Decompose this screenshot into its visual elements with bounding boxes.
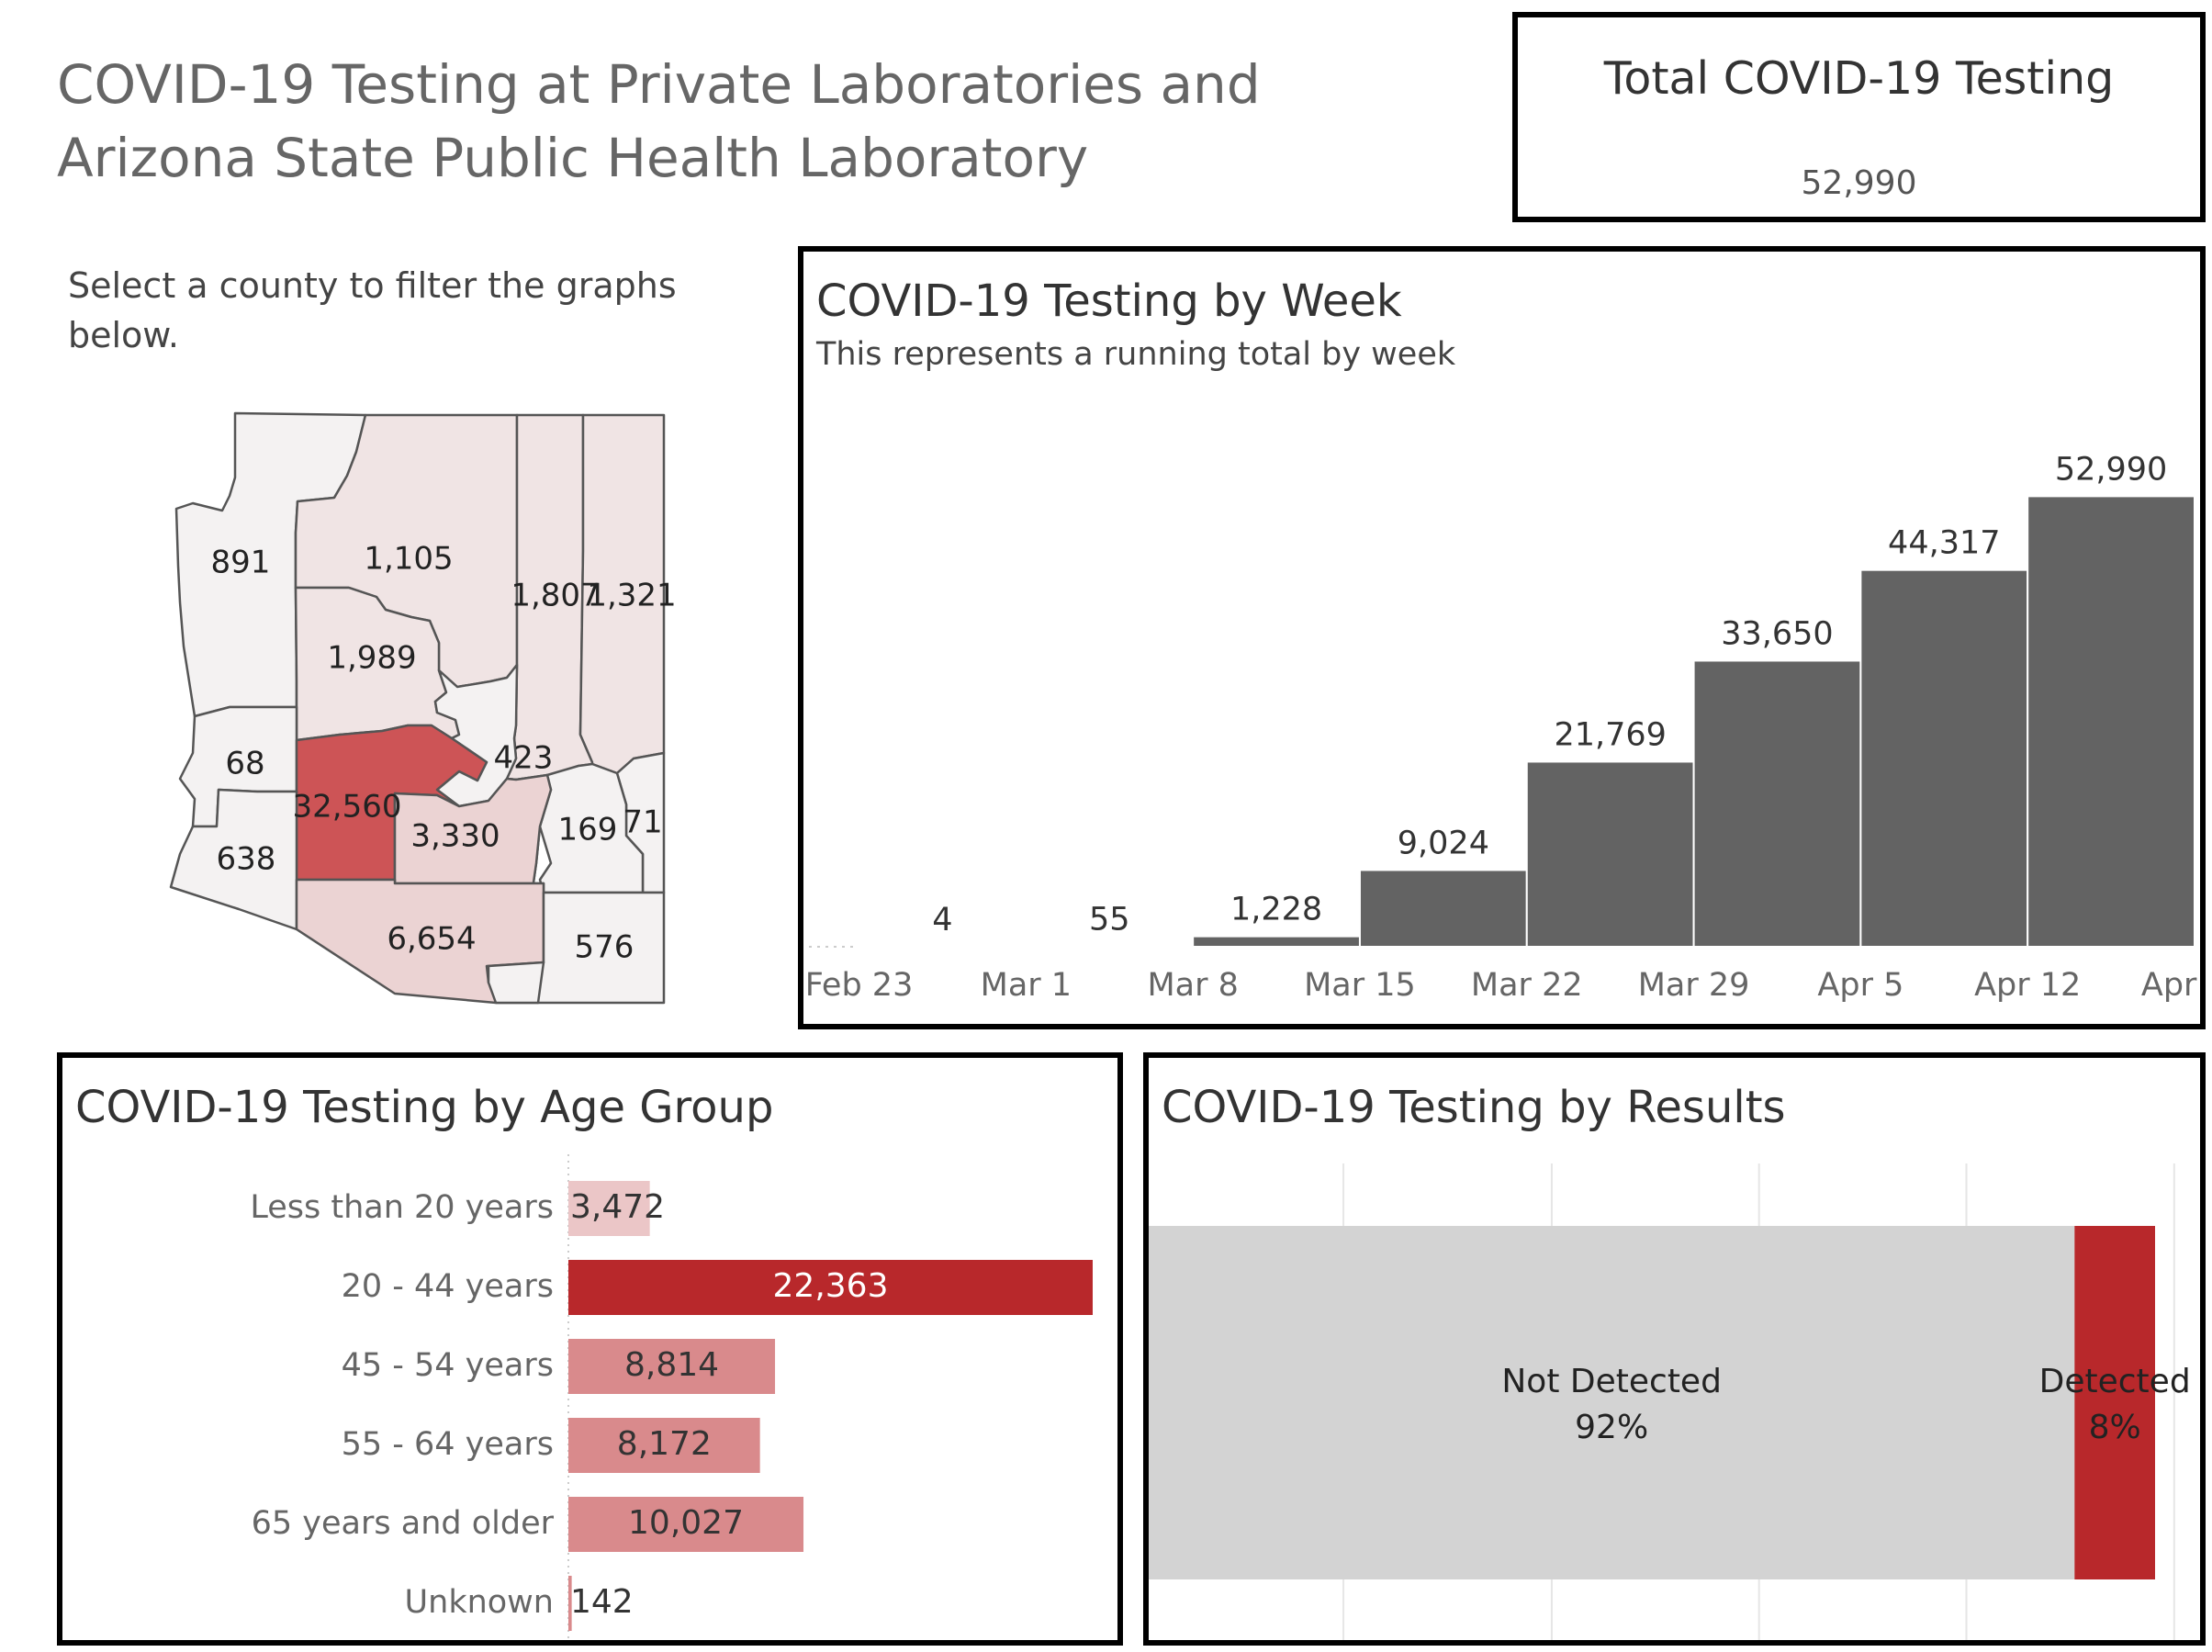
age-category-label: Unknown <box>405 1584 554 1621</box>
weekly-x-tick-label: Mar 8 <box>1147 967 1238 1004</box>
results-segment <box>1149 1226 2075 1579</box>
age-bar-chart: Less than 20 years 3,472 20 - 44 years 22,3… <box>250 1154 1093 1640</box>
page-title: COVID-19 Testing at Private Laboratories… <box>57 53 1261 189</box>
results-chart-title: COVID-19 Testing by Results <box>1162 1082 1786 1133</box>
age-category-label: Less than 20 years <box>250 1189 554 1226</box>
county-filter-hint: Select a county to filter the graphs bel… <box>68 265 677 355</box>
weekly-bar <box>1192 935 1361 949</box>
results-segment <box>2074 1226 2155 1579</box>
county-label: 576 <box>575 929 634 966</box>
county-label: 6,654 <box>387 921 476 958</box>
county-label: 1,807 <box>511 578 600 614</box>
county-label: 1,105 <box>364 541 453 578</box>
weekly-value-label: 4 <box>932 902 952 938</box>
weekly-value-label: 21,769 <box>1554 716 1666 753</box>
county-label: 169 <box>558 812 618 848</box>
weekly-bar <box>1525 760 1695 949</box>
weekly-chart-panel: COVID-19 Testing by Week This represents… <box>798 246 2206 1029</box>
age-value-label: 8,814 <box>624 1346 719 1384</box>
kpi-value: 52,990 <box>1801 164 1917 202</box>
weekly-x-tick-label: Feb 23 <box>805 967 914 1004</box>
results-percent-label: 92% <box>1575 1409 1648 1446</box>
age-bar <box>568 1418 760 1473</box>
county-label: 71 <box>623 804 662 841</box>
age-chart-panel: COVID-19 Testing by Age Group Less than … <box>57 1052 1123 1646</box>
results-chart-panel: COVID-19 Testing by Results Not Detected… <box>1143 1052 2206 1646</box>
kpi-label: Total COVID-19 Testing <box>1603 52 2115 105</box>
weekly-x-tick-label: Mar 22 <box>1471 967 1583 1004</box>
weekly-x-tick-label: Apr 19 <box>2141 967 2200 1004</box>
age-bar <box>568 1576 572 1631</box>
age-value-label: 22,363 <box>773 1267 889 1305</box>
weekly-x-tick-label: Apr 12 <box>1974 967 2081 1004</box>
weekly-x-tick-label: Mar 15 <box>1304 967 1416 1004</box>
county-label: 32,560 <box>293 789 402 826</box>
age-value-label: 142 <box>570 1583 634 1621</box>
weekly-bar <box>1692 659 1862 948</box>
weekly-bar <box>1358 869 1528 948</box>
age-bar <box>568 1181 650 1236</box>
county-graham[interactable] <box>538 762 645 894</box>
county-label: 3,330 <box>410 818 500 855</box>
weekly-chart-title: COVID-19 Testing by Week <box>816 275 1402 327</box>
county-label: 68 <box>225 746 264 782</box>
weekly-bar <box>2027 495 2195 948</box>
weekly-bar-chart: 4 55 1,228 9,024 21,769 33,650 44,317 52,990 Feb… <box>805 451 2200 1004</box>
age-category-label: 45 - 54 years <box>342 1347 554 1384</box>
weekly-x-tick-label: Apr 5 <box>1817 967 1903 1004</box>
age-category-label: 20 - 44 years <box>342 1268 554 1305</box>
county-santa-cruz[interactable] <box>487 961 545 1005</box>
county-label: 1,989 <box>327 640 416 677</box>
weekly-x-tick-label: Mar 1 <box>981 967 1072 1004</box>
weekly-x-tick-label: Mar 29 <box>1638 967 1750 1004</box>
age-value-label: 3,472 <box>570 1188 665 1226</box>
weekly-value-label: 1,228 <box>1230 892 1322 928</box>
results-bar-chart: Not Detected 92% Detected 8% <box>1149 1163 2191 1640</box>
county-yuma[interactable] <box>169 788 298 931</box>
results-percent-label: 8% <box>2089 1409 2141 1446</box>
county-label: 891 <box>211 545 271 581</box>
weekly-value-label: 33,650 <box>1721 615 1833 652</box>
age-value-label: 8,172 <box>617 1425 712 1463</box>
age-bar <box>568 1339 776 1394</box>
county-label: 423 <box>494 740 554 777</box>
age-chart-title: COVID-19 Testing by Age Group <box>75 1082 774 1133</box>
age-category-label: 55 - 64 years <box>342 1426 554 1463</box>
weekly-chart-subtitle: This represents a running total by week <box>816 336 1456 373</box>
county-label: 638 <box>217 841 276 878</box>
county-label: 1,321 <box>587 578 676 614</box>
weekly-value-label: 55 <box>1089 901 1130 938</box>
results-category-label: Detected <box>2039 1363 2191 1400</box>
total-testing-kpi: Total COVID-19 Testing 52,990 <box>1512 12 2206 222</box>
weekly-value-label: 44,317 <box>1888 525 2000 562</box>
weekly-bar <box>1025 945 1195 949</box>
weekly-value-label: 52,990 <box>2055 451 2167 488</box>
age-bar <box>568 1497 804 1552</box>
weekly-bar <box>1859 568 2029 948</box>
age-value-label: 10,027 <box>628 1504 744 1542</box>
age-bar <box>568 1260 1093 1315</box>
age-category-label: 65 years and older <box>252 1505 555 1542</box>
results-category-label: Not Detected <box>1501 1363 1722 1400</box>
weekly-value-label: 9,024 <box>1398 825 1489 861</box>
